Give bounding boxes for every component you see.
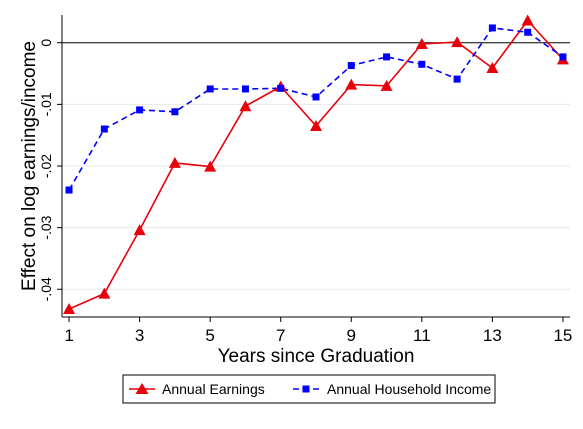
data-point-triangle bbox=[204, 160, 217, 172]
series-lines bbox=[68, 19, 564, 310]
data-point-square bbox=[241, 85, 249, 93]
series-line-0 bbox=[68, 19, 564, 310]
data-point-triangle bbox=[345, 78, 358, 90]
legend-earnings-triangle-icon bbox=[135, 383, 149, 394]
legend-household-label: Annual Household Income bbox=[327, 381, 491, 397]
data-point-triangle bbox=[415, 37, 428, 49]
data-point-square bbox=[277, 84, 285, 92]
legend-household-square-icon bbox=[302, 385, 310, 393]
x-tick-label: 15 bbox=[553, 326, 572, 345]
gridlines bbox=[62, 103, 570, 290]
data-point-triangle bbox=[133, 224, 146, 236]
data-point-triangle bbox=[168, 156, 181, 168]
y-tick-label: -.03 bbox=[38, 215, 54, 239]
x-tick-label: 11 bbox=[413, 326, 431, 345]
data-point-triangle bbox=[63, 302, 76, 314]
data-point-square bbox=[418, 60, 426, 68]
y-axis-label: Effect on log earnings/income bbox=[19, 41, 40, 291]
y-tick-label: -.04 bbox=[38, 277, 54, 301]
data-point-triangle bbox=[239, 100, 252, 112]
data-point-triangle bbox=[98, 287, 111, 299]
data-point-square bbox=[524, 28, 532, 36]
legend: Annual Earnings Annual Household Income bbox=[122, 374, 496, 404]
legend-item-annual-earnings: Annual Earnings bbox=[129, 381, 265, 397]
x-tick-label: 3 bbox=[135, 326, 144, 345]
data-point-triangle bbox=[310, 119, 322, 131]
x-tick-label: 1 bbox=[64, 326, 73, 345]
x-tick-label: 9 bbox=[347, 326, 356, 345]
x-tick-label: 7 bbox=[276, 326, 285, 345]
legend-item-annual-household-income: Annual Household Income bbox=[293, 381, 491, 397]
x-tick-label: 13 bbox=[483, 326, 502, 345]
data-point-square bbox=[100, 125, 108, 133]
data-point-square bbox=[488, 24, 496, 32]
data-point-triangle bbox=[380, 79, 393, 91]
y-tick-label: -.02 bbox=[38, 154, 54, 178]
data-point-square bbox=[347, 62, 355, 70]
data-point-square bbox=[559, 53, 567, 61]
data-point-square bbox=[171, 108, 179, 116]
data-point-square bbox=[136, 106, 144, 114]
y-tick-label: 0 bbox=[38, 39, 54, 47]
x-tick-label: 5 bbox=[205, 326, 214, 345]
series-markers bbox=[63, 14, 569, 314]
y-tick-label: -.01 bbox=[38, 92, 54, 116]
data-point-square bbox=[453, 75, 461, 83]
data-point-square bbox=[383, 53, 391, 61]
data-point-square bbox=[206, 85, 214, 93]
data-point-triangle bbox=[486, 62, 499, 74]
data-point-square bbox=[65, 186, 73, 194]
legend-earnings-label: Annual Earnings bbox=[162, 381, 265, 397]
data-point-square bbox=[312, 93, 320, 101]
data-point-triangle bbox=[451, 36, 464, 48]
x-axis-label: Years since Graduation bbox=[218, 346, 415, 367]
data-point-triangle bbox=[521, 14, 534, 26]
